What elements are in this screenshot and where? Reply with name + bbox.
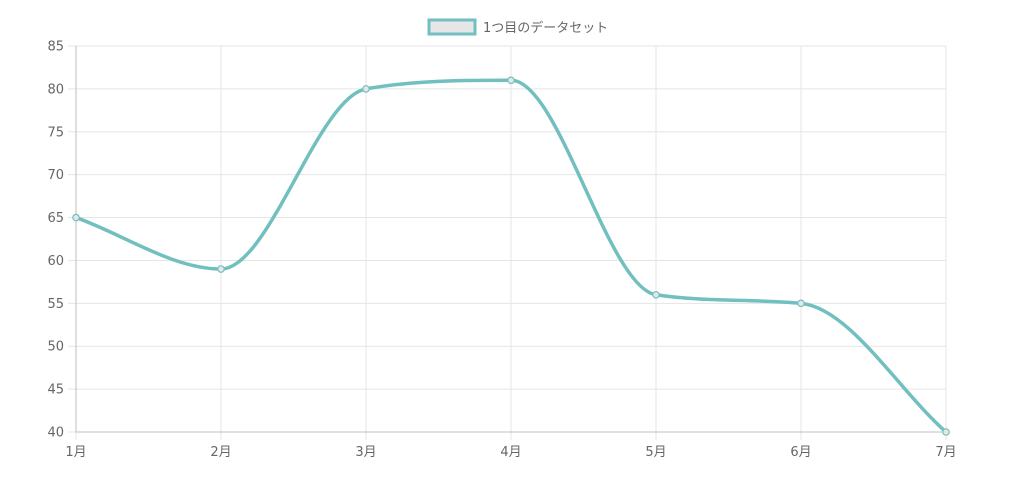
y-tick-label: 40 <box>47 426 64 441</box>
legend[interactable]: 1つ目のデータセット <box>427 18 608 36</box>
y-tick-label: 75 <box>47 125 64 140</box>
y-tick-label: 45 <box>47 383 64 398</box>
data-point[interactable] <box>362 85 370 93</box>
x-tick-label: 7月 <box>935 445 956 460</box>
x-tick-label: 4月 <box>500 445 521 460</box>
x-tick-label: 2月 <box>210 445 231 460</box>
x-tick-label: 5月 <box>645 445 666 460</box>
data-point[interactable] <box>507 76 515 85</box>
grid <box>75 45 947 433</box>
y-tick-label: 80 <box>47 82 64 97</box>
y-tick-label: 70 <box>47 168 64 183</box>
axes: 40 45 50 55 60 65 70 75 80 85 1月 2月 3月 4月 5月 6月 7月 <box>47 40 956 461</box>
legend-label[interactable]: 1つ目のデータセット <box>483 20 608 36</box>
data-point[interactable] <box>217 265 225 273</box>
x-tick-label: 1月 <box>65 445 86 460</box>
y-tick-label: 50 <box>47 340 64 355</box>
data-point[interactable] <box>72 213 80 222</box>
y-tick-label: 85 <box>47 40 64 55</box>
y-tick-label: 55 <box>47 297 64 312</box>
x-tick-label: 3月 <box>355 445 376 460</box>
y-tick-label: 65 <box>47 211 64 226</box>
series <box>72 76 950 436</box>
x-tick-label: 6月 <box>790 445 811 460</box>
data-point[interactable] <box>942 428 950 436</box>
data-point[interactable] <box>652 290 660 299</box>
y-tick-label: 60 <box>47 254 64 269</box>
data-point[interactable] <box>797 299 805 308</box>
legend-swatch[interactable] <box>427 18 477 36</box>
